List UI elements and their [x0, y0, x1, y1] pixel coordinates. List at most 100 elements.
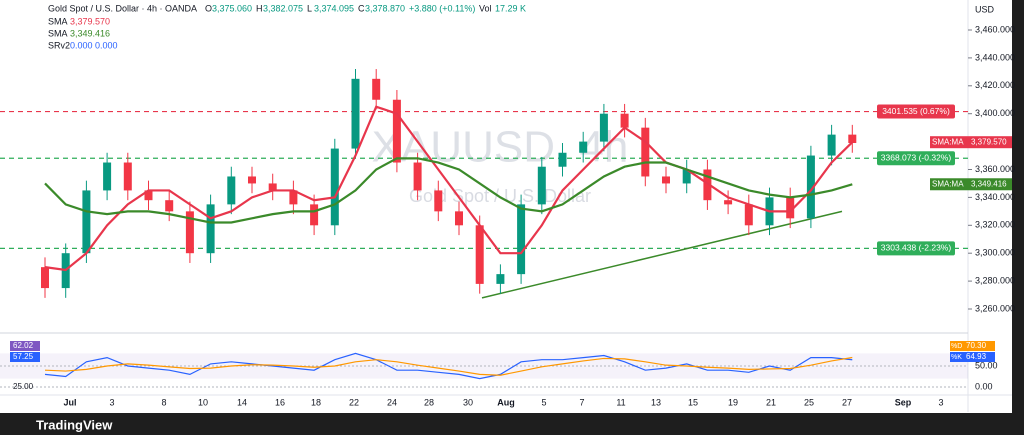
rsi-tag-value: 64.93: [966, 352, 987, 361]
candle-body: [848, 134, 857, 143]
x-tick-label: 16: [275, 397, 285, 407]
level-tag: [877, 241, 955, 256]
candle-body: [144, 190, 153, 201]
legend-value: 0.000 0.000: [70, 40, 118, 50]
candle-body: [703, 169, 712, 201]
x-tick-label: Jul: [63, 397, 76, 407]
y-tick-label: 3,400.000: [975, 108, 1015, 118]
candle-body: [786, 197, 795, 219]
x-tick-label: 14: [237, 397, 247, 407]
candle-body: [123, 162, 132, 191]
candle-body: [599, 113, 608, 142]
candle-body: [413, 162, 422, 191]
x-tick-label: 22: [349, 397, 359, 407]
price-tag-name: SMA:MA: [932, 179, 964, 188]
candle-body: [289, 190, 298, 205]
candle-body: [455, 211, 463, 226]
volume-key: Vol: [479, 3, 492, 13]
candle-body: [268, 183, 277, 191]
candle-body: [82, 190, 91, 254]
candle-body: [248, 176, 256, 184]
candle-body: [537, 166, 546, 205]
right-frame: [1012, 0, 1024, 435]
level-label: 3303.438 (-2.23%): [881, 243, 952, 253]
y-tick-label: 3,440.000: [975, 52, 1015, 62]
candle-body: [682, 169, 691, 184]
currency: USD: [975, 4, 995, 14]
series-line: [44, 352, 853, 380]
candle-body: [475, 225, 484, 284]
series-line: [44, 157, 853, 224]
x-tick-label: 8: [161, 397, 166, 407]
price-tag: [930, 136, 1012, 149]
footer-brand: TradingView: [36, 417, 113, 432]
candle-body: [103, 162, 112, 191]
candle-body: [434, 190, 443, 212]
y-tick-label: 3,460.000: [975, 24, 1015, 34]
x-tick-label: Aug: [497, 397, 515, 407]
legend-value: 3,379.570: [70, 16, 110, 26]
x-tick-label: 15: [688, 397, 698, 407]
x-tick-label: 7: [579, 397, 584, 407]
y-tick-label: 3,360.000: [975, 164, 1015, 174]
y-tick-label: 3,320.000: [975, 220, 1015, 230]
x-tick-label: 11: [616, 397, 625, 407]
ohlc-value: 3,375.060: [212, 3, 252, 13]
ohlc-value: 3,378.870: [365, 3, 405, 13]
x-tick-label: Sep: [895, 397, 912, 407]
y-tick-label: 3,420.000: [975, 80, 1015, 90]
level-tag: [877, 104, 955, 119]
x-tick-label: 27: [842, 397, 852, 407]
left-label: 62.02: [13, 341, 34, 350]
legend-name: SRv2: [48, 40, 70, 50]
ohlc-key: O: [205, 3, 212, 13]
candle-body: [330, 148, 339, 226]
rsi-tag-value: 70.30: [966, 341, 987, 350]
trendline: [481, 210, 843, 299]
rsi-tag-name: %K: [951, 354, 962, 361]
y-tick-label: 3,300.000: [975, 248, 1015, 258]
price-tag-value: 3,379.570: [971, 137, 1007, 146]
candle-body: [496, 274, 505, 284]
candle-body: [372, 78, 381, 100]
ohlc-key: L: [307, 3, 312, 13]
ohlc-value: 3,382.075: [263, 3, 303, 13]
x-tick-label: 18: [311, 397, 321, 407]
left-label: 57.25: [13, 352, 34, 361]
volume: 17.29 K: [495, 3, 526, 13]
candle-body: [662, 176, 670, 184]
ohlc-value: 3,374.095: [314, 3, 354, 13]
legend-name: SMA: [48, 16, 68, 26]
candle-body: [185, 211, 194, 254]
x-tick-label: 28: [424, 397, 434, 407]
rsi-tag-name: %D: [951, 343, 962, 350]
rsi-tag: [950, 352, 995, 362]
candle-body: [641, 127, 650, 177]
series-line: [44, 356, 853, 376]
footer-bar: [0, 413, 1024, 435]
y-tick-label: 50.00: [975, 360, 998, 370]
x-tick-label: 3: [109, 397, 114, 407]
candle-body: [558, 152, 567, 167]
series-line: [44, 105, 854, 272]
ohlc-key: C: [358, 3, 365, 13]
x-tick-label: 24: [387, 397, 397, 407]
y-tick-label: 0.00: [975, 381, 993, 391]
rsi-tag: [950, 341, 995, 351]
candle-body: [620, 113, 629, 128]
ohlc-key: H: [256, 3, 263, 13]
candle-body: [227, 176, 236, 205]
candle-body: [579, 141, 588, 153]
x-tick-label: 10: [198, 397, 208, 407]
candle-body: [351, 78, 360, 149]
change: +3.880 (+0.11%): [409, 3, 475, 13]
candle-body: [392, 99, 401, 163]
legend-value: 3,349.416: [70, 28, 110, 38]
left-label: 25.00: [13, 382, 34, 391]
y-tick-label: 3,280.000: [975, 275, 1015, 285]
price-tag-value: 3,349.416: [971, 179, 1007, 188]
x-tick-label: 13: [651, 397, 661, 407]
legend-name: SMA: [48, 28, 68, 38]
